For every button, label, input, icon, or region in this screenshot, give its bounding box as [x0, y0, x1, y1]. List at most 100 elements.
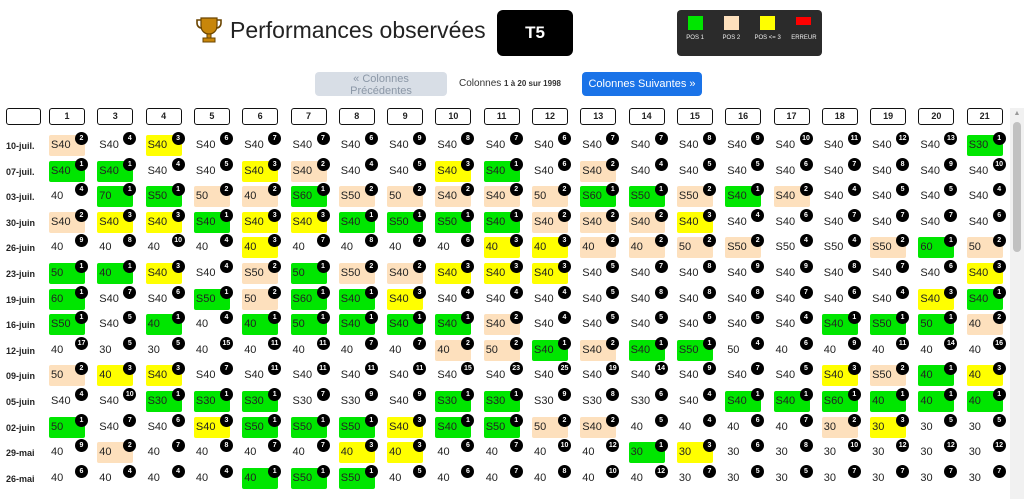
rank-badge: 7 — [847, 208, 861, 222]
cell-value: S40 — [437, 420, 457, 433]
row-date-label: 19-juin — [6, 294, 36, 305]
rank-badge: 8 — [702, 285, 716, 299]
performance-cell: S40 1 — [725, 388, 765, 412]
performance-cell: S50 2 — [338, 183, 378, 208]
performance-cell: S30 1 — [435, 388, 475, 412]
rank-badge: 1 — [364, 208, 378, 222]
column-header-9: 9 — [387, 108, 424, 125]
performance-cell: 30 5 — [97, 336, 137, 361]
column-header-21: 21 — [966, 108, 1003, 125]
rank-badge: 1 — [75, 260, 88, 273]
rank-badge: 4 — [847, 183, 861, 197]
cell-value: S40 — [244, 164, 264, 177]
rank-badge: 3 — [944, 285, 958, 299]
performance-cell: 30 5 — [146, 336, 185, 361]
previous-columns-button[interactable]: « Colonnes Précédentes — [315, 72, 447, 97]
performance-cell: 40 6 — [49, 464, 88, 489]
cell-value: 40 — [920, 395, 933, 407]
cell-value: 50 — [678, 241, 692, 254]
performance-cell: 60 1 — [49, 285, 88, 310]
rank-badge: 2 — [799, 183, 813, 197]
rank-badge: 2 — [992, 234, 1006, 248]
rank-badge: 2 — [75, 362, 88, 376]
cell-value: S40 — [920, 267, 940, 279]
cell-value: S40 — [534, 139, 554, 151]
cell-value: S40 — [678, 395, 699, 407]
cell-value: 30 — [872, 420, 885, 433]
rank-badge: 1 — [509, 413, 523, 427]
cell-value: 60 — [51, 292, 64, 305]
cell-value: S40 — [968, 292, 989, 305]
rank-badge: 4 — [219, 234, 233, 248]
rank-badge: 6 — [219, 132, 233, 145]
rank-badge: 3 — [316, 208, 330, 222]
rank-badge: 10 — [171, 234, 185, 248]
rank-badge: 7 — [654, 132, 668, 145]
rank-badge: 9 — [413, 132, 427, 145]
performance-cell: S40 7 — [629, 132, 668, 156]
performance-cell: 40 8 — [339, 234, 378, 258]
performance-cell: 30 5 — [967, 413, 1006, 438]
rank-badge: 8 — [751, 285, 765, 299]
rank-badge: 4 — [751, 336, 765, 350]
cell-value: 40 — [968, 318, 981, 331]
vertical-scrollbar[interactable]: ▲ — [1010, 108, 1024, 499]
performance-cell: S40 7 — [97, 413, 137, 438]
performance-cell: S40 1 — [338, 208, 378, 233]
performance-cell: 40 6 — [435, 439, 475, 463]
scrollbar-thumb[interactable] — [1013, 122, 1021, 252]
cell-value: S40 — [485, 369, 506, 382]
rank-badge: 1 — [316, 285, 330, 299]
rank-badge: 15 — [461, 362, 475, 376]
rank-badge: 9 — [75, 439, 88, 453]
cell-value: S30 — [147, 395, 168, 407]
rank-badge: 5 — [751, 157, 765, 171]
rank-badge: 6 — [171, 413, 185, 427]
performance-cell: S50 1 — [387, 208, 427, 233]
cell-value: S50 — [630, 190, 651, 203]
performance-cell: S40 6 — [774, 157, 813, 182]
performance-cell: 40 12 — [629, 464, 668, 489]
rank-badge: 1 — [123, 157, 137, 171]
rank-badge: 10 — [558, 439, 571, 453]
performance-cell: S40 6 — [532, 157, 571, 182]
cell-value: 40 — [99, 241, 112, 254]
cell-value: S30 — [582, 395, 602, 407]
rank-badge: 3 — [364, 439, 378, 453]
column-header-13: 13 — [580, 108, 617, 125]
cell-value: S40 — [968, 190, 989, 203]
cell-value: 40 — [195, 241, 209, 254]
cell-value: S40 — [823, 139, 844, 151]
performance-cell: S50 2 — [870, 234, 910, 259]
rank-badge: 4 — [558, 311, 571, 325]
column-header-15: 15 — [676, 108, 713, 125]
performance-cell: 40 1 — [966, 388, 1006, 412]
performance-cell: S30 1 — [483, 388, 523, 412]
cell-value: 40 — [147, 318, 160, 331]
rank-badge: 1 — [799, 388, 813, 401]
scroll-up-icon[interactable]: ▲ — [1013, 110, 1021, 117]
next-columns-button[interactable]: Colonnes Suivantes » — [582, 72, 702, 96]
performance-cell: S40 7 — [242, 132, 282, 156]
cell-value: 50 — [51, 369, 64, 382]
rank-badge: 4 — [219, 311, 233, 325]
performance-cell: 40 7 — [774, 413, 813, 438]
performance-cell: S60 1 — [290, 285, 330, 310]
rank-badge: 9 — [558, 388, 571, 401]
row-date-label: 10-juil. — [6, 141, 35, 151]
cell-value: S40 — [582, 318, 602, 331]
performance-cell: 40 11 — [242, 336, 282, 361]
rank-badge: 1 — [896, 311, 910, 325]
cell-value: 40 — [147, 241, 160, 254]
rank-badge: 2 — [316, 157, 330, 171]
rank-badge: 2 — [992, 311, 1006, 325]
rank-badge: 7 — [316, 388, 330, 401]
cell-value: 40 — [292, 343, 305, 356]
cell-value: 50 — [195, 190, 209, 203]
cell-value: 40 — [775, 343, 788, 356]
rank-badge: 2 — [123, 439, 137, 453]
performance-cell: S50 4 — [822, 234, 861, 258]
cell-value: S40 — [872, 267, 892, 279]
cell-value: S40 — [389, 164, 409, 177]
performance-cell: S40 10 — [967, 157, 1006, 182]
